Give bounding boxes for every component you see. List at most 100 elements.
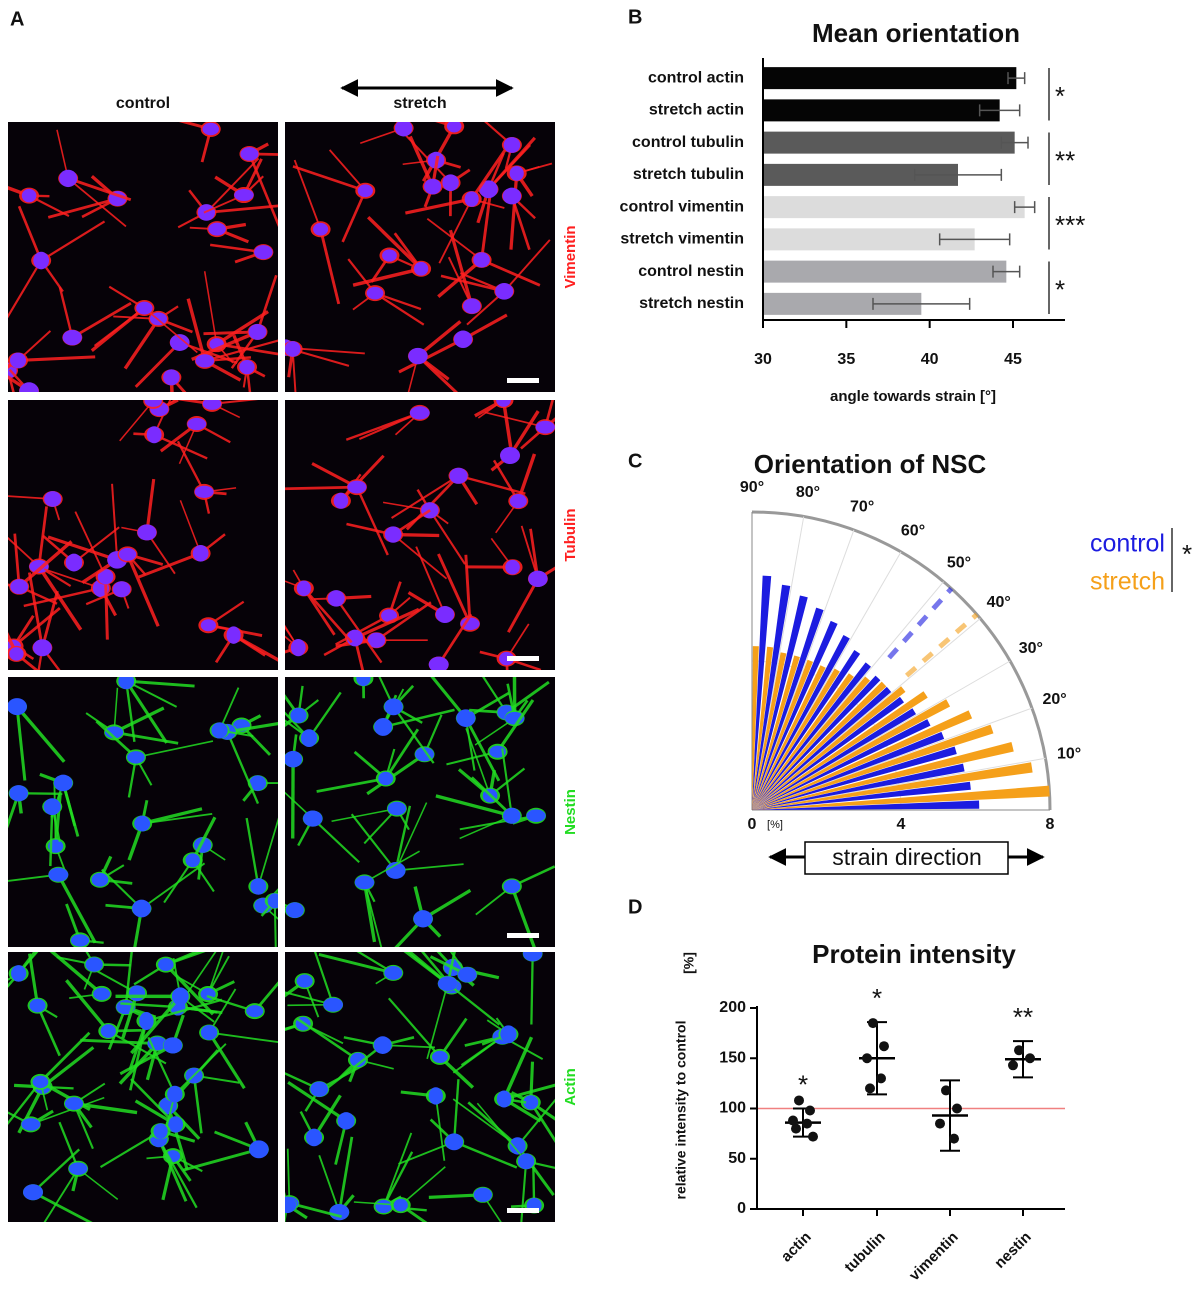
polar-bar — [752, 785, 1050, 810]
nucleus — [97, 569, 114, 585]
y-tick-label: 100 — [719, 1100, 746, 1117]
cell-process — [464, 554, 472, 624]
grid-arc — [751, 660, 902, 811]
cell-process — [286, 1148, 291, 1204]
nucleus — [290, 639, 306, 657]
cell-process — [487, 136, 537, 191]
cell-process — [437, 553, 472, 625]
row-label: Actin — [562, 1068, 579, 1106]
nucleus — [239, 359, 255, 375]
scale-bar — [507, 378, 539, 383]
nucleus — [211, 722, 228, 739]
cell-process — [316, 777, 386, 793]
cell-process — [328, 149, 366, 192]
nucleus — [11, 965, 27, 982]
nucleus — [267, 893, 278, 909]
cell-process — [364, 850, 420, 884]
cell-process — [402, 122, 405, 129]
theta-tick-label: 30° — [1019, 640, 1043, 657]
nucleus — [187, 417, 207, 431]
bar — [763, 228, 975, 251]
cell-process — [353, 637, 365, 670]
cell-process — [302, 587, 336, 636]
grid-spoke — [751, 581, 944, 811]
x-tick-label: tubulin — [841, 1229, 888, 1276]
cell-process — [416, 320, 462, 358]
cell-process — [36, 1005, 61, 1057]
nucleus — [384, 965, 403, 980]
nucleus — [393, 1198, 408, 1212]
polar-bar — [752, 686, 906, 810]
nucleus — [32, 1075, 49, 1089]
polar-bar — [752, 646, 759, 810]
cell-process — [74, 511, 107, 578]
nucleus — [158, 958, 174, 972]
nucleus — [535, 420, 555, 434]
cell-process — [85, 952, 96, 966]
cell-process — [119, 400, 154, 442]
cell-process — [464, 717, 476, 771]
data-point — [876, 1073, 886, 1084]
nucleus — [453, 330, 473, 348]
nucleus — [249, 775, 267, 791]
polar-bar — [752, 659, 814, 810]
cell-process — [302, 587, 353, 644]
significance-mark: * — [1055, 275, 1065, 305]
nucleus — [254, 245, 273, 260]
legend-label: stretch — [1090, 568, 1165, 596]
nucleus — [200, 619, 216, 632]
polar-bar — [752, 662, 871, 810]
nucleus — [327, 590, 345, 607]
nucleus — [509, 494, 527, 509]
nucleus — [48, 867, 69, 882]
polar-bar — [752, 724, 994, 810]
nucleus — [413, 261, 429, 276]
strain-box — [804, 841, 1009, 875]
nucleus — [502, 807, 521, 824]
cell-process — [73, 1101, 138, 1115]
cell-process — [449, 952, 469, 976]
grid-spoke — [751, 516, 805, 811]
nucleus — [496, 1090, 512, 1108]
nucleus — [500, 446, 520, 465]
cell-process — [17, 205, 43, 262]
cell-process — [428, 509, 466, 565]
y-tick-label: 200 — [719, 999, 746, 1016]
scale-bar — [507, 1208, 539, 1213]
chart-title: Orientation of NSC — [754, 449, 987, 479]
cell-process — [44, 568, 102, 589]
nucleus — [460, 617, 480, 631]
cell-process — [71, 301, 132, 339]
polar-bar — [752, 676, 871, 810]
cells — [285, 122, 553, 392]
cell-process — [207, 1031, 246, 1090]
cell-process — [308, 691, 342, 739]
cell-process — [529, 528, 540, 580]
data-point — [952, 1103, 962, 1114]
polar-bar — [752, 800, 980, 810]
cell-process — [437, 613, 473, 666]
cell-process — [40, 590, 59, 649]
cell-process — [446, 982, 501, 1026]
polar-bar — [752, 655, 800, 810]
cell-process — [245, 366, 252, 392]
nucleus — [21, 1118, 41, 1131]
cell-process — [111, 483, 119, 560]
nucleus — [373, 1036, 392, 1054]
nucleus — [356, 677, 371, 687]
polar-bar — [752, 595, 808, 810]
polar-bar — [752, 708, 917, 810]
nucleus — [394, 122, 413, 137]
cell-process — [95, 720, 137, 759]
chart-title: Mean orientation — [812, 18, 1020, 48]
cell-process — [350, 813, 397, 872]
nucleus — [240, 147, 259, 161]
nucleus — [509, 1137, 526, 1155]
cell-process — [503, 239, 551, 292]
cell-process — [331, 807, 398, 823]
nucleus — [68, 1162, 88, 1176]
nucleus — [333, 492, 349, 509]
cell-process — [337, 1136, 354, 1213]
nucleus — [128, 985, 146, 1002]
cells — [285, 952, 555, 1222]
